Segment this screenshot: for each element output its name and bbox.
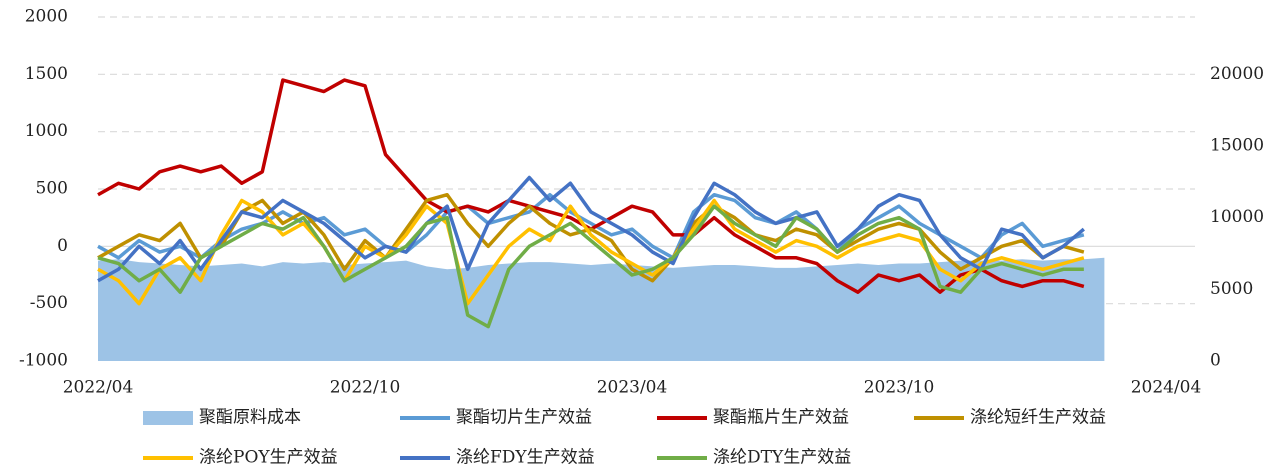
- y-tick-label: 500: [36, 179, 68, 199]
- legend-label: 涤纶DTY生产效益: [713, 448, 851, 468]
- y-tick-label: 1000: [25, 121, 68, 141]
- x-tick-label: 2024/04: [1131, 378, 1202, 398]
- area: [98, 257, 1105, 361]
- x-tick-label: 2022/04: [63, 378, 134, 398]
- y2-tick-label: 20000: [1210, 64, 1264, 84]
- y-tick-label: -1000: [19, 351, 68, 371]
- x-tick-label: 2023/10: [864, 378, 935, 398]
- legend-label: 聚酯瓶片生产效益: [713, 408, 849, 428]
- line: [97, 175, 1085, 283]
- line: [97, 204, 1084, 329]
- y2-tick-label: 0: [1210, 351, 1221, 371]
- line: [97, 78, 1085, 294]
- x-tick-label: 2022/10: [330, 378, 401, 398]
- legend-label: 涤纶POY生产效益: [199, 448, 338, 468]
- legend-label: 涤纶FDY生产效益: [456, 448, 595, 468]
- legend-swatch: [143, 411, 193, 425]
- y-tick-label: 2000: [25, 7, 68, 27]
- y2-tick-label: 5000: [1210, 279, 1253, 299]
- legend-label: 聚酯切片生产效益: [456, 408, 592, 428]
- x-tick-label: 2023/04: [597, 378, 668, 398]
- legend-label: 聚酯原料成本: [199, 408, 301, 428]
- line: [97, 198, 1085, 306]
- y-tick-label: 0: [57, 236, 68, 256]
- y-tick-label: 1500: [25, 64, 68, 84]
- y2-tick-label: 10000: [1210, 207, 1264, 227]
- y-tick-label: -500: [30, 293, 68, 313]
- legend-label: 涤纶短纤生产效益: [970, 408, 1106, 428]
- y2-tick-label: 15000: [1210, 136, 1264, 156]
